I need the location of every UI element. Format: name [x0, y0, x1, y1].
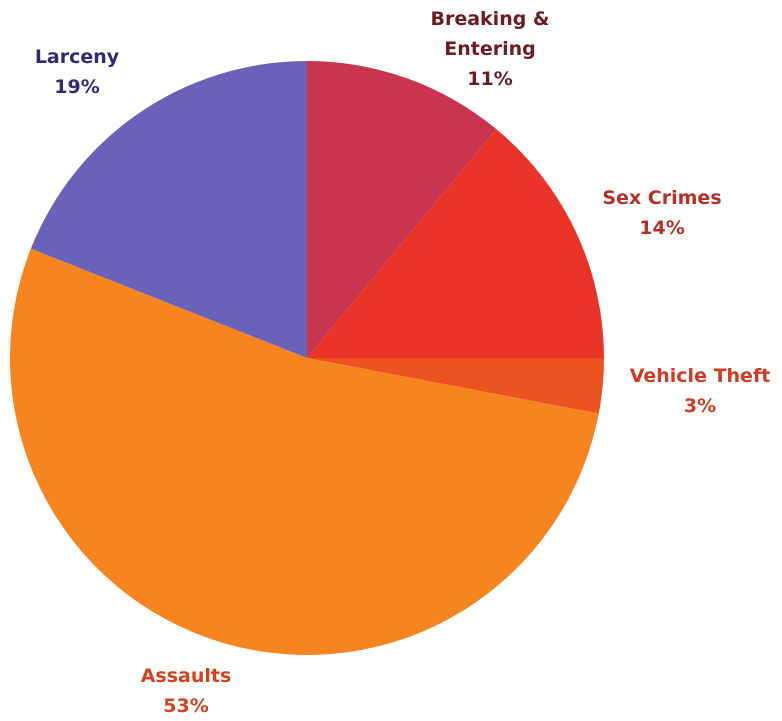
value-label: 11%: [467, 68, 513, 90]
slice-label: Breaking & Entering 11%: [415, 4, 565, 94]
slice-label: Larceny 19%: [35, 42, 119, 102]
category-name: Vehicle Theft: [629, 365, 771, 387]
pie-slice: [307, 129, 604, 358]
pie-slice: [10, 248, 599, 655]
value-label: 53%: [163, 695, 209, 717]
pie-slice: [307, 358, 604, 414]
category-name: Breaking & Entering: [430, 8, 550, 60]
slice-label: Assaults 53%: [141, 661, 232, 721]
value-label: 3%: [683, 395, 717, 417]
pie-slice: [30, 61, 307, 358]
slice-label: Sex Crimes 14%: [602, 183, 721, 243]
value-label: 19%: [54, 76, 100, 98]
category-name: Assaults: [140, 665, 232, 687]
pie-slice: [307, 61, 497, 358]
category-name: Sex Crimes: [602, 187, 722, 209]
value-label: 14%: [639, 217, 685, 239]
slice-label: Vehicle Theft 3%: [630, 361, 771, 421]
category-name: Larceny: [34, 46, 120, 68]
